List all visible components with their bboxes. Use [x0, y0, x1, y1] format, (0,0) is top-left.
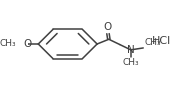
Text: O: O: [24, 39, 32, 49]
Text: CH₃: CH₃: [145, 38, 161, 47]
Text: CH₃: CH₃: [0, 40, 16, 48]
Text: N: N: [127, 45, 135, 55]
Text: CH₃: CH₃: [122, 58, 139, 67]
Text: O: O: [104, 21, 112, 32]
Text: HCl: HCl: [152, 36, 171, 45]
